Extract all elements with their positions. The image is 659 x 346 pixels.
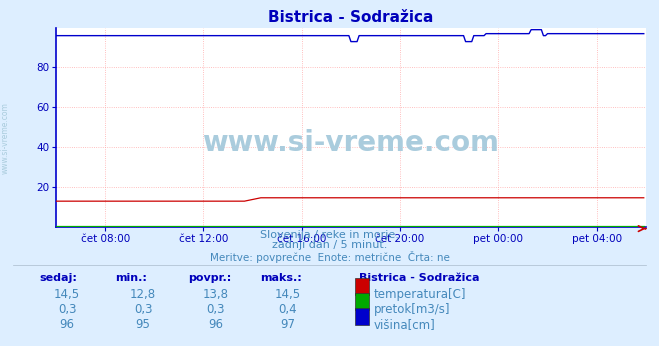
Text: Bistrica - Sodražica: Bistrica - Sodražica [359, 273, 480, 283]
Text: temperatura[C]: temperatura[C] [374, 288, 466, 301]
Text: zadnji dan / 5 minut.: zadnji dan / 5 minut. [272, 240, 387, 251]
Text: 14,5: 14,5 [275, 288, 301, 301]
Text: višina[cm]: višina[cm] [374, 318, 436, 331]
Text: Slovenija / reke in morje.: Slovenija / reke in morje. [260, 230, 399, 240]
Text: Meritve: povprečne  Enote: metrične  Črta: ne: Meritve: povprečne Enote: metrične Črta:… [210, 251, 449, 263]
Text: 0,3: 0,3 [58, 303, 76, 316]
Text: 96: 96 [208, 318, 223, 331]
Text: 95: 95 [136, 318, 150, 331]
Text: 14,5: 14,5 [54, 288, 80, 301]
Text: www.si-vreme.com: www.si-vreme.com [202, 129, 500, 157]
Text: 97: 97 [281, 318, 295, 331]
Text: 0,3: 0,3 [134, 303, 152, 316]
Text: 96: 96 [60, 318, 74, 331]
Text: povpr.:: povpr.: [188, 273, 231, 283]
Text: www.si-vreme.com: www.si-vreme.com [1, 102, 10, 174]
Text: 0,4: 0,4 [279, 303, 297, 316]
Title: Bistrica - Sodražica: Bistrica - Sodražica [268, 10, 434, 25]
Text: 12,8: 12,8 [130, 288, 156, 301]
Text: 13,8: 13,8 [202, 288, 229, 301]
Text: min.:: min.: [115, 273, 147, 283]
Text: sedaj:: sedaj: [40, 273, 77, 283]
Text: pretok[m3/s]: pretok[m3/s] [374, 303, 450, 316]
Text: 0,3: 0,3 [206, 303, 225, 316]
Text: maks.:: maks.: [260, 273, 302, 283]
